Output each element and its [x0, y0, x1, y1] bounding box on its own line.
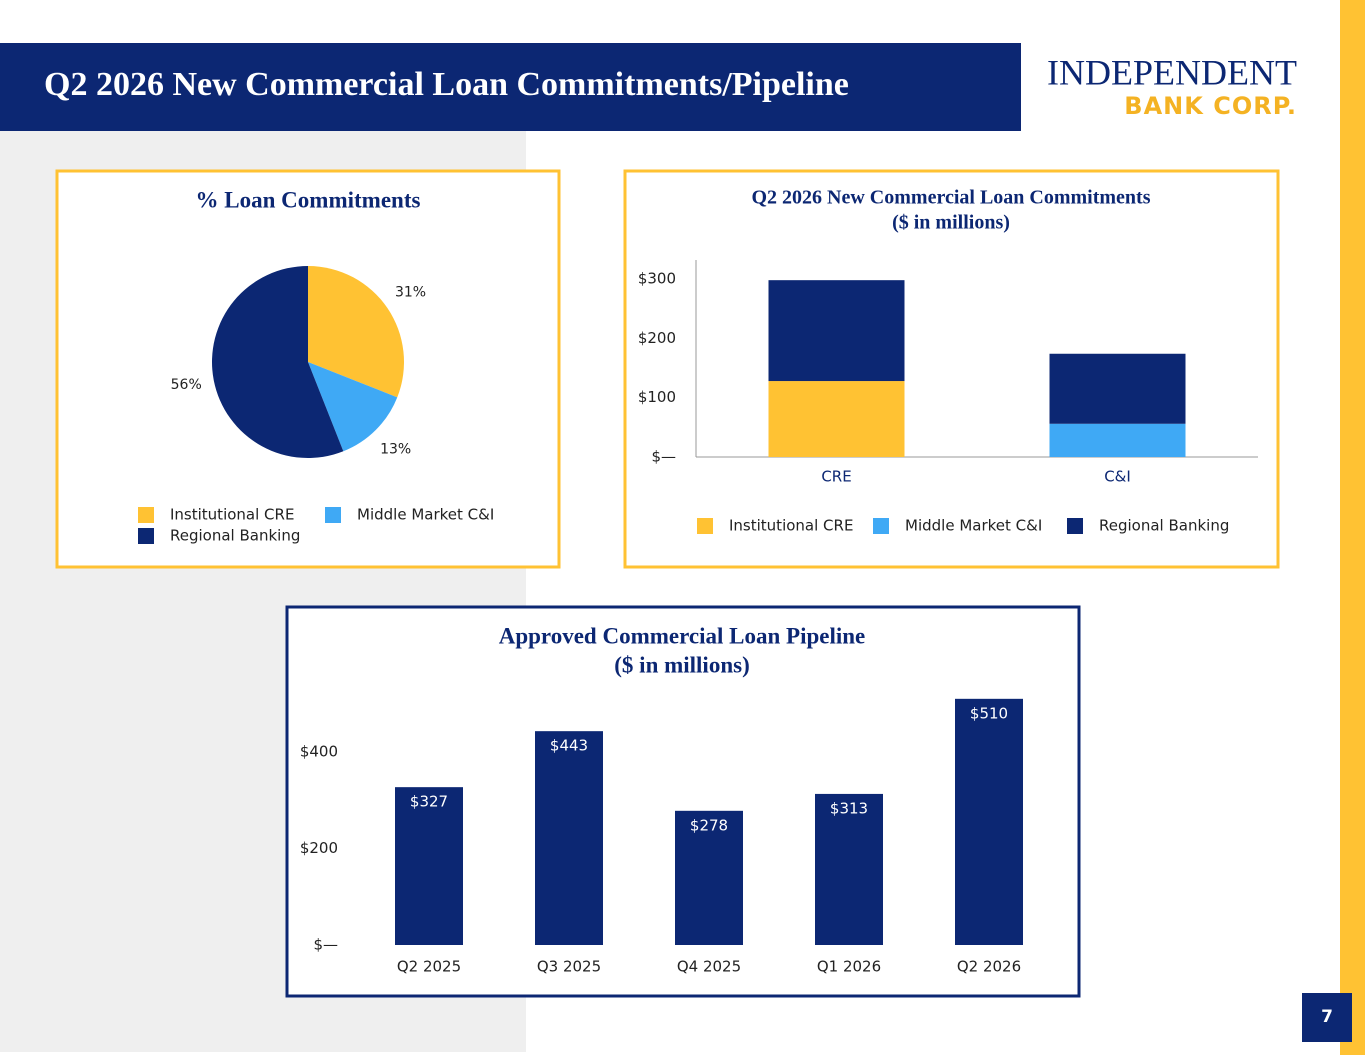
x-tick-label: Q2 2025	[397, 958, 461, 976]
data-label: $443	[550, 737, 588, 755]
data-label: $313	[830, 799, 868, 817]
legend-label: Middle Market C&I	[905, 517, 1042, 535]
legend-swatch	[873, 518, 889, 534]
chart-title: Approved Commercial Loan Pipeline	[499, 623, 866, 648]
bar	[395, 787, 463, 945]
legend-label: Middle Market C&I	[357, 506, 494, 524]
y-tick-label: $100	[638, 388, 676, 406]
header-bar	[0, 43, 1021, 131]
x-tick-label: Q4 2025	[677, 958, 741, 976]
bar	[955, 698, 1023, 945]
bar-segment	[1049, 353, 1186, 424]
data-label: 56%	[171, 377, 202, 393]
data-label: $327	[410, 793, 448, 811]
bar-segment	[768, 280, 905, 382]
pie-slice	[308, 266, 405, 398]
legend-label: Institutional CRE	[170, 506, 294, 524]
x-tick-label: Q2 2026	[957, 958, 1021, 976]
data-label: $278	[690, 816, 728, 834]
x-tick-label: CRE	[821, 468, 851, 486]
data-label: $510	[970, 704, 1008, 722]
page-number-box	[1302, 993, 1352, 1042]
data-label: 31%	[395, 284, 426, 300]
legend-label: Institutional CRE	[729, 517, 853, 535]
legend-label: Regional Banking	[170, 527, 300, 545]
legend-swatch	[325, 507, 341, 523]
chart-title: % Loan Commitments	[196, 187, 421, 212]
logo-sub: BANK CORP.	[1124, 92, 1297, 120]
legend-label: Regional Banking	[1099, 517, 1229, 535]
bar-segment	[768, 381, 905, 457]
pie-slice	[308, 362, 398, 452]
logo-name: INDEPENDENT	[1047, 52, 1297, 92]
side-stripe	[1340, 0, 1365, 1055]
pie-slice	[212, 266, 344, 458]
y-tick-label: $—	[313, 936, 338, 954]
chart-subtitle: ($ in millions)	[892, 212, 1010, 234]
legend-swatch	[138, 507, 154, 523]
chart-title: Q2 2026 New Commercial Loan Commitments	[751, 187, 1150, 209]
y-tick-label: $—	[651, 448, 676, 466]
bar	[815, 793, 883, 945]
chart-subtitle: ($ in millions)	[614, 652, 749, 677]
x-tick-label: Q1 2026	[817, 958, 881, 976]
y-tick-label: $300	[638, 269, 676, 287]
bar	[675, 810, 743, 945]
y-tick-label: $200	[300, 839, 338, 857]
bar	[535, 731, 603, 945]
x-tick-label: Q3 2025	[537, 958, 601, 976]
page-number: 7	[1321, 1007, 1333, 1027]
legend-swatch	[138, 528, 154, 544]
legend-swatch	[697, 518, 713, 534]
y-tick-label: $200	[638, 329, 676, 347]
bar-segment	[1049, 423, 1186, 457]
x-tick-label: C&I	[1104, 468, 1131, 486]
legend-swatch	[1067, 518, 1083, 534]
data-label: 13%	[380, 442, 411, 458]
slide-title: Q2 2026 New Commercial Loan Commitments/…	[44, 66, 849, 103]
panel	[55, 169, 561, 569]
y-tick-label: $400	[300, 742, 338, 760]
